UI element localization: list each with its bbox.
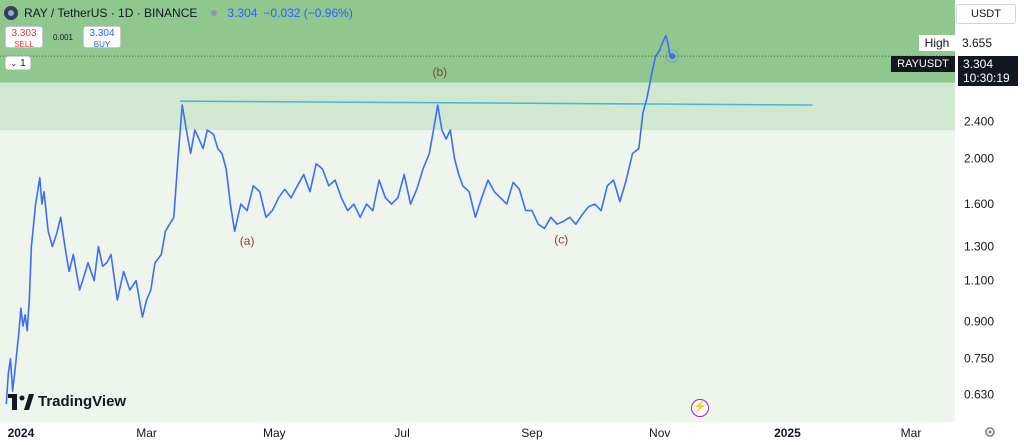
y-tick-label: 0.900 (964, 315, 994, 329)
x-tick-label: Sep (521, 426, 543, 440)
price-series-line (5, 34, 673, 405)
trendline (180, 100, 813, 106)
symbol-icon (4, 6, 18, 20)
gear-icon[interactable] (984, 426, 996, 438)
chart-header: RAY / TetherUS · 1D · BINANCE 3.304 −0.0… (4, 4, 353, 22)
y-tick-label: 0.630 (964, 387, 994, 401)
x-tick-label: Nov (649, 426, 670, 440)
trade-panel: 3.303 SELL 0.001 3.304 BUY (5, 26, 121, 49)
buy-button[interactable]: 3.304 BUY (83, 26, 121, 49)
buy-label: BUY (93, 40, 111, 49)
last-price-pulse (665, 49, 679, 63)
x-tick-label: 2024 (8, 426, 35, 440)
chevron-down-icon: ⌄ (10, 58, 18, 68)
x-tick-label: 2025 (774, 426, 801, 440)
x-tick-label: Mar (901, 426, 922, 440)
sell-label: SELL (14, 40, 34, 49)
tradingview-logo: TradingView (8, 393, 126, 410)
x-tick-label: Jul (394, 426, 409, 440)
y-tick-label: 1.600 (964, 197, 994, 211)
x-tick-label: Mar (136, 426, 157, 440)
current-price-value: 3.304 (963, 57, 994, 71)
sell-price: 3.303 (11, 28, 37, 39)
wave-label: (a) (240, 234, 255, 248)
resistance-zone-lower (0, 82, 955, 131)
indicators-toggle-button[interactable]: ⌄ 1 (5, 56, 31, 70)
y-tick-label: 1.300 (964, 239, 994, 253)
symbol-title[interactable]: RAY / TetherUS · 1D · BINANCE (24, 6, 198, 20)
last-price-point (669, 53, 676, 60)
tradingview-logo-icon (8, 393, 34, 410)
header-price: 3.304 (227, 6, 258, 20)
y-tick-label: 2.000 (964, 152, 994, 166)
x-tick-label: May (263, 426, 286, 440)
y-tick-label: 0.750 (964, 352, 994, 366)
header-change: −0.032 (−0.96%) (263, 6, 353, 20)
indicators-count: 1 (20, 57, 26, 69)
logo-text: TradingView (38, 393, 127, 410)
currency-select[interactable]: USDT (956, 4, 1016, 24)
sell-button[interactable]: 3.303 SELL (5, 26, 43, 49)
market-status-icon (211, 10, 218, 16)
time-axis-background (0, 422, 1024, 445)
high-label: High (919, 35, 955, 51)
spread-value: 0.001 (52, 32, 74, 42)
current-price-label: 3.304 10:30:19 (958, 56, 1018, 86)
y-tick-label: 1.100 (964, 274, 994, 288)
high-value: 3.655 (962, 36, 993, 50)
current-symbol-label: RAYUSDT (891, 56, 955, 72)
lightning-icon[interactable]: ⚡ (691, 399, 709, 417)
resistance-zone-upper (0, 0, 955, 83)
bar-countdown: 10:30:19 (963, 71, 1010, 85)
y-tick-label: 2.400 (964, 114, 994, 128)
wave-label: (c) (554, 232, 568, 246)
wave-label: (b) (432, 65, 447, 79)
buy-price: 3.304 (89, 28, 115, 39)
